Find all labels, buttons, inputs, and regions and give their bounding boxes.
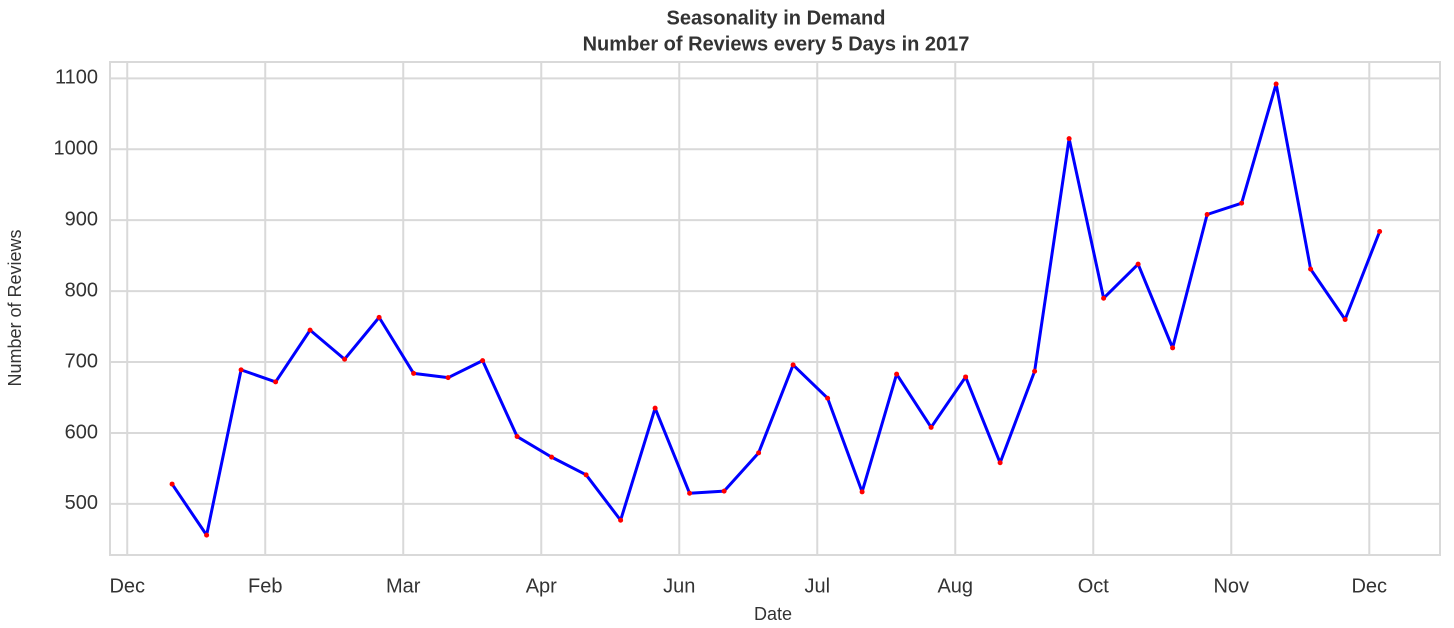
marker xyxy=(1032,368,1038,374)
y-tick-label: 1000 xyxy=(54,138,99,160)
marker xyxy=(1101,295,1107,301)
marker xyxy=(859,489,865,495)
x-tick-label: Jun xyxy=(663,575,695,597)
y-tick-label: 800 xyxy=(65,279,98,301)
marker xyxy=(894,371,900,377)
marker xyxy=(1377,229,1383,235)
marker xyxy=(790,362,796,368)
marker xyxy=(1239,200,1245,206)
marker xyxy=(1135,261,1141,267)
y-tick-label: 700 xyxy=(65,350,98,372)
marker xyxy=(1204,212,1210,218)
marker xyxy=(928,424,934,430)
marker xyxy=(480,358,486,364)
marker xyxy=(514,434,520,440)
marker xyxy=(549,454,555,460)
x-tick-label: Aug xyxy=(937,575,973,597)
y-tick-label: 1100 xyxy=(55,67,98,89)
x-tick-label: Feb xyxy=(248,575,282,597)
marker xyxy=(652,405,658,411)
marker xyxy=(169,481,175,487)
marker xyxy=(1342,316,1348,322)
x-tick-label: Apr xyxy=(526,575,557,597)
marker xyxy=(721,488,727,494)
x-tick-label: Nov xyxy=(1213,575,1249,597)
marker xyxy=(1273,81,1279,87)
marker xyxy=(1308,266,1314,272)
y-tick-label: 900 xyxy=(65,208,98,230)
plot-area xyxy=(109,61,1441,556)
x-axis-label: Date xyxy=(754,604,792,624)
line xyxy=(170,82,1382,537)
chart-subtitle: Number of Reviews every 5 Days in 2017 xyxy=(583,33,970,55)
marker xyxy=(411,370,417,376)
x-tick-label: Dec xyxy=(1351,575,1387,597)
marker xyxy=(687,490,693,496)
marker xyxy=(825,395,831,401)
marker xyxy=(376,314,382,320)
marker xyxy=(238,367,244,373)
x-tick-label: Jul xyxy=(804,575,830,597)
x-tick-label: Oct xyxy=(1078,575,1110,597)
marker xyxy=(1066,136,1072,142)
y-tick-label: 600 xyxy=(65,421,98,443)
y-axis-label: Number of Reviews xyxy=(5,229,25,386)
marker xyxy=(307,327,313,333)
marker xyxy=(204,532,210,538)
y-tick-label: 500 xyxy=(65,492,98,514)
x-tick-label: Dec xyxy=(109,575,145,597)
marker xyxy=(583,472,589,478)
marker xyxy=(618,517,624,523)
x-tick-label: Mar xyxy=(386,575,421,597)
marker xyxy=(756,450,762,456)
marker xyxy=(342,356,348,362)
marker xyxy=(997,460,1003,466)
marker xyxy=(273,379,279,385)
chart-title: Seasonality in Demand xyxy=(667,7,886,29)
marker xyxy=(963,374,969,380)
marker xyxy=(445,375,451,381)
marker xyxy=(1170,345,1176,351)
